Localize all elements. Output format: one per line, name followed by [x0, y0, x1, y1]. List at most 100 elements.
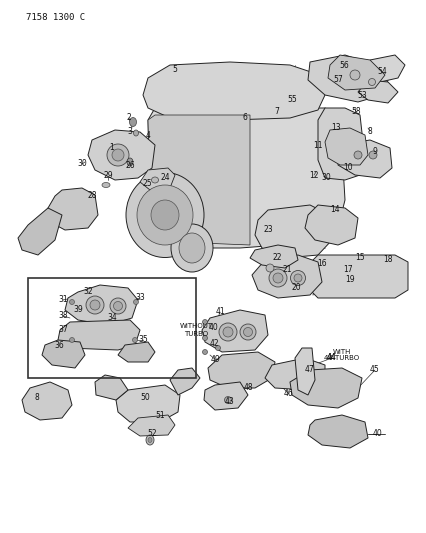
- Text: 23: 23: [262, 225, 272, 235]
- Text: 42: 42: [209, 340, 218, 349]
- Text: 31: 31: [58, 295, 68, 304]
- Polygon shape: [116, 385, 180, 422]
- Text: 49: 49: [210, 356, 220, 365]
- Polygon shape: [65, 285, 138, 325]
- Text: 52: 52: [147, 429, 156, 438]
- Ellipse shape: [215, 345, 220, 351]
- Ellipse shape: [69, 337, 74, 343]
- Text: 37: 37: [58, 326, 68, 335]
- Ellipse shape: [243, 327, 252, 336]
- Text: 26: 26: [125, 160, 135, 169]
- Polygon shape: [304, 205, 357, 245]
- Text: 44: 44: [326, 353, 336, 362]
- Text: 8: 8: [35, 393, 39, 402]
- Text: 30: 30: [320, 174, 330, 182]
- Polygon shape: [207, 352, 274, 388]
- Polygon shape: [367, 55, 404, 82]
- Polygon shape: [170, 368, 199, 395]
- Polygon shape: [48, 188, 98, 230]
- Text: 56: 56: [338, 61, 348, 70]
- Text: 14: 14: [329, 206, 339, 214]
- Polygon shape: [148, 108, 344, 248]
- Text: 12: 12: [308, 171, 318, 180]
- Ellipse shape: [272, 273, 282, 283]
- Ellipse shape: [107, 144, 129, 166]
- Text: 20: 20: [291, 284, 300, 293]
- Polygon shape: [324, 128, 367, 165]
- Ellipse shape: [132, 337, 137, 343]
- Text: 47: 47: [305, 366, 314, 375]
- Ellipse shape: [133, 300, 138, 304]
- Ellipse shape: [110, 298, 126, 314]
- Text: 5: 5: [172, 66, 177, 75]
- Ellipse shape: [69, 300, 74, 304]
- Ellipse shape: [151, 177, 158, 183]
- Ellipse shape: [222, 327, 233, 337]
- Text: 36: 36: [54, 342, 64, 351]
- Ellipse shape: [265, 264, 273, 272]
- Polygon shape: [128, 415, 175, 436]
- Polygon shape: [204, 382, 248, 410]
- Ellipse shape: [127, 158, 132, 166]
- Text: 51: 51: [155, 411, 164, 421]
- Text: 24: 24: [160, 174, 170, 182]
- Ellipse shape: [178, 233, 204, 263]
- Polygon shape: [88, 130, 155, 180]
- Text: 7158 1300 C: 7158 1300 C: [26, 13, 85, 22]
- Ellipse shape: [113, 302, 122, 311]
- Text: 4: 4: [145, 132, 150, 141]
- Polygon shape: [294, 348, 314, 395]
- Text: 55: 55: [286, 95, 296, 104]
- Ellipse shape: [102, 182, 110, 188]
- Text: 39: 39: [73, 305, 83, 314]
- Text: 21: 21: [282, 265, 291, 274]
- Text: 40: 40: [209, 324, 219, 333]
- Text: 34: 34: [107, 313, 117, 322]
- Ellipse shape: [239, 324, 256, 340]
- Text: 30: 30: [77, 159, 86, 168]
- Ellipse shape: [294, 274, 301, 282]
- Ellipse shape: [129, 117, 136, 126]
- Text: 2: 2: [127, 114, 131, 123]
- Ellipse shape: [146, 435, 154, 445]
- Text: 50: 50: [140, 393, 150, 402]
- Text: 18: 18: [383, 255, 392, 264]
- Text: 53: 53: [356, 91, 366, 100]
- Text: 8: 8: [367, 126, 371, 135]
- Polygon shape: [307, 255, 407, 298]
- Ellipse shape: [353, 151, 361, 159]
- Polygon shape: [307, 55, 387, 102]
- Ellipse shape: [112, 149, 124, 161]
- Polygon shape: [289, 368, 361, 408]
- Text: 13: 13: [331, 124, 340, 133]
- Bar: [28, 278, 196, 378]
- Ellipse shape: [90, 300, 100, 310]
- Ellipse shape: [219, 323, 236, 341]
- Ellipse shape: [368, 151, 376, 159]
- Polygon shape: [22, 382, 72, 420]
- Polygon shape: [337, 140, 391, 178]
- Ellipse shape: [133, 130, 138, 136]
- Ellipse shape: [224, 397, 231, 403]
- Text: 10: 10: [343, 164, 352, 173]
- Ellipse shape: [86, 296, 104, 314]
- Polygon shape: [95, 375, 128, 400]
- Text: 32: 32: [83, 287, 92, 296]
- Text: 16: 16: [317, 260, 326, 269]
- Ellipse shape: [137, 185, 193, 245]
- Text: WITHOUT
TURBO: WITHOUT TURBO: [179, 324, 212, 336]
- Ellipse shape: [268, 269, 286, 287]
- Text: 48: 48: [243, 384, 252, 392]
- Polygon shape: [148, 115, 249, 245]
- Polygon shape: [307, 415, 367, 448]
- Text: 22: 22: [272, 254, 281, 262]
- Ellipse shape: [151, 200, 178, 230]
- Polygon shape: [249, 245, 297, 268]
- Polygon shape: [317, 108, 364, 180]
- Ellipse shape: [202, 335, 207, 341]
- Text: 7: 7: [274, 108, 279, 117]
- Text: 11: 11: [313, 141, 322, 149]
- Text: 9: 9: [372, 148, 377, 157]
- Polygon shape: [327, 55, 384, 90]
- Polygon shape: [265, 358, 324, 390]
